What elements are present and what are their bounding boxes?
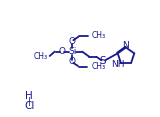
Text: H: H [25,91,33,101]
Text: Cl: Cl [24,101,34,111]
Text: S: S [100,56,106,66]
Text: CH₃: CH₃ [34,52,48,61]
Text: NH: NH [111,60,125,69]
Text: |: | [28,97,31,106]
Text: N: N [123,41,129,50]
Text: CH₃: CH₃ [91,62,105,71]
Text: O: O [69,37,76,46]
Text: CH₃: CH₃ [92,31,106,40]
Text: O: O [69,57,76,66]
Text: O: O [58,47,65,56]
Text: Si: Si [68,47,76,56]
